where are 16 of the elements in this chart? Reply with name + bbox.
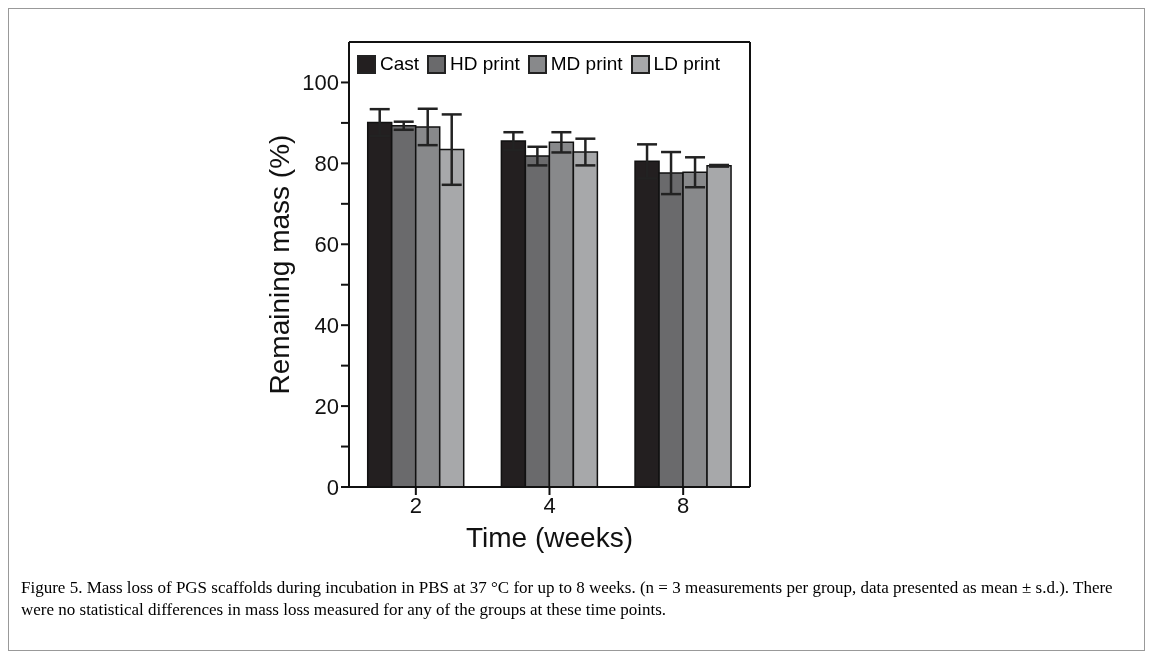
legend-label: MD print [550,53,623,75]
x-tick-label: 8 [677,492,690,518]
x-tick-label: 4 [543,492,556,518]
x-axis-title: Time (weeks) [466,521,633,553]
y-tick-label: 20 [314,393,339,419]
legend-label: LD print [653,53,721,75]
x-tick-label: 2 [409,492,422,518]
y-tick-label: 80 [314,151,339,177]
y-tick-label: 40 [314,312,339,338]
y-tick-label: 0 [326,474,339,500]
y-tick-label: 100 [302,70,339,96]
caption: Figure 5. Mass loss of PGS scaffolds during incubation in PBS at 37 °C for up to 8 weeks. (n = 3 measurements per group, data presented as mean ± s.d.). There were no statistical differences in mass loss measured for any of the groups at these time points. [21,577,1114,622]
legend-label: HD print [450,53,520,75]
y-tick-label: 60 [314,232,339,258]
y-axis-title: Remaining mass (%) [263,134,295,395]
legend-label: Cast [380,53,420,75]
